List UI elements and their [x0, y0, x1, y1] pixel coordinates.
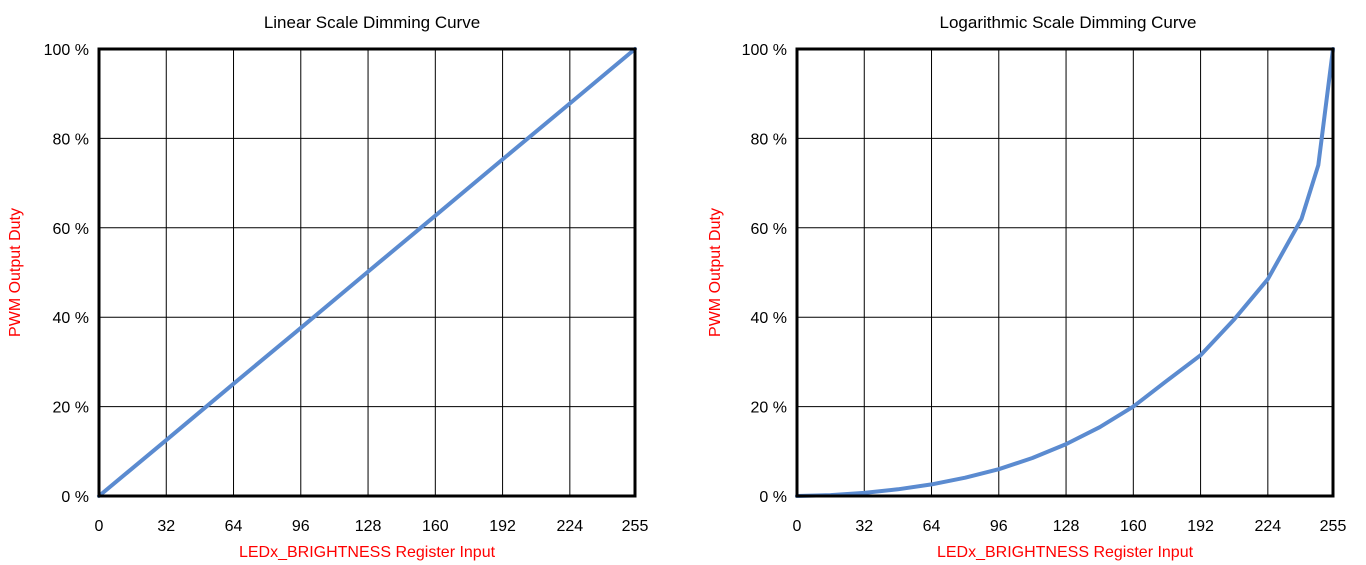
- chart-logarithmic: Logarithmic Scale Dimming Curve 0 32 64 96 12…: [707, 13, 1346, 561]
- y-tick-label: 80 %: [53, 131, 89, 148]
- y-axis-label: PWM Output Duty: [707, 208, 724, 337]
- x-tick-label: 32: [855, 518, 873, 535]
- y-tick-label: 0 %: [61, 489, 89, 506]
- y-axis-label: PWM Output Duty: [7, 208, 24, 337]
- x-tick-label: 160: [422, 518, 449, 535]
- x-tick-label: 64: [923, 518, 941, 535]
- y-tick-label: 60 %: [751, 221, 787, 238]
- y-tick-label: 80 %: [751, 131, 787, 148]
- y-tick-label: 40 %: [53, 310, 89, 327]
- series-line: [795, 47, 1335, 498]
- y-tick-label: 40 %: [751, 310, 787, 327]
- plot-frame: [97, 47, 637, 498]
- y-tick-label: 0 %: [759, 489, 787, 506]
- chart-title: Linear Scale Dimming Curve: [264, 13, 480, 32]
- x-axis-label: LEDx_BRIGHTNESS Register Input: [937, 544, 1194, 561]
- chart-linear: Linear Scale Dimming Curve 0 32 64 96 128 160 1…: [7, 13, 648, 561]
- x-tick-label: 128: [355, 518, 382, 535]
- x-tick-label: 255: [622, 518, 649, 535]
- plot-frame: [795, 47, 1335, 498]
- x-tick-label: 224: [1254, 518, 1281, 535]
- x-tick-label: 192: [1187, 518, 1214, 535]
- y-tick-label: 20 %: [751, 400, 787, 417]
- x-tick-label: 96: [292, 518, 310, 535]
- x-tick-label: 224: [556, 518, 583, 535]
- y-tick-label: 100 %: [742, 42, 787, 59]
- y-tick-label: 60 %: [53, 221, 89, 238]
- x-tick-label: 96: [990, 518, 1008, 535]
- y-tick-label: 100 %: [44, 42, 89, 59]
- x-axis-label: LEDx_BRIGHTNESS Register Input: [239, 544, 496, 561]
- x-tick-label: 160: [1120, 518, 1147, 535]
- x-tick-label: 255: [1320, 518, 1347, 535]
- x-tick-label: 192: [489, 518, 516, 535]
- series-line: [97, 47, 637, 498]
- x-tick-label: 64: [225, 518, 243, 535]
- y-tick-label: 20 %: [53, 400, 89, 417]
- x-tick-label: 0: [793, 518, 802, 535]
- chart-title: Logarithmic Scale Dimming Curve: [940, 13, 1197, 32]
- x-tick-label: 32: [157, 518, 175, 535]
- x-tick-label: 0: [95, 518, 104, 535]
- x-tick-label: 128: [1053, 518, 1080, 535]
